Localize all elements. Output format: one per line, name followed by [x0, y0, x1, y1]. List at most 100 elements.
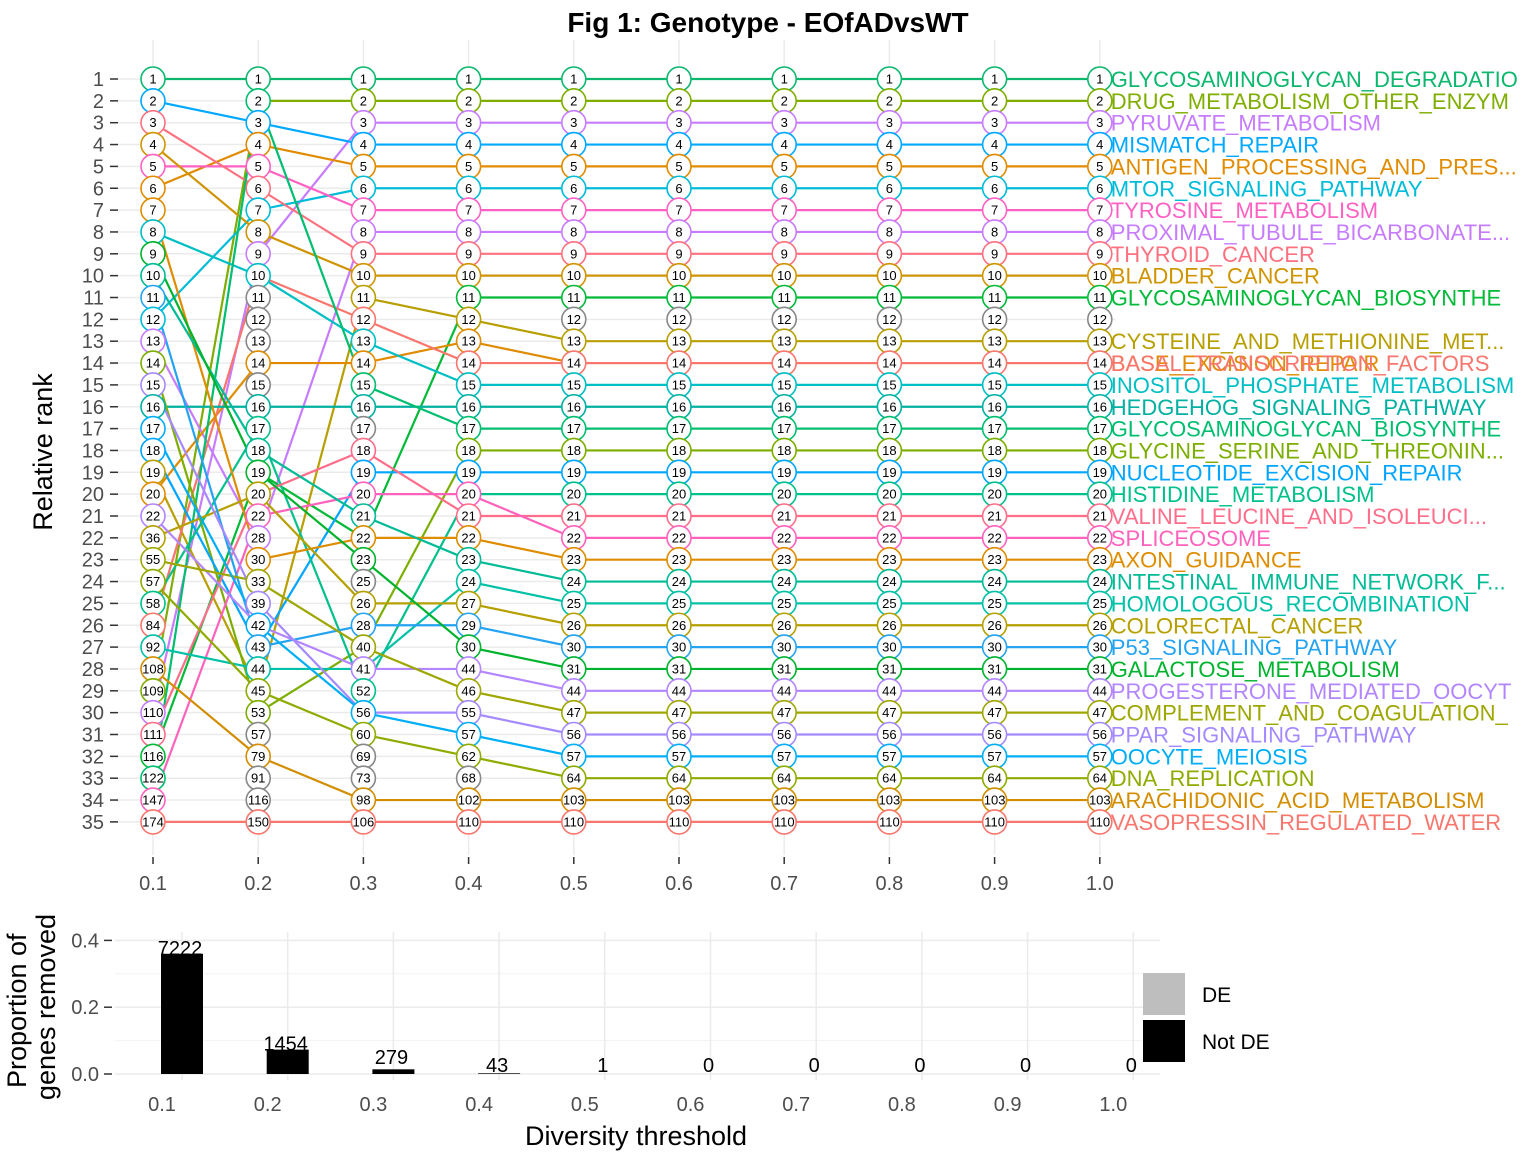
rank-node-label: 16: [146, 399, 160, 414]
pathway-label: HISTIDINE_METABOLISM: [1111, 482, 1375, 507]
rank-node-label: 57: [1093, 749, 1107, 764]
rank-node-label: 10: [251, 268, 265, 283]
rank-node-label: 18: [461, 443, 475, 458]
rank-node-label: 14: [1093, 356, 1107, 371]
rank-node-label: 24: [461, 574, 475, 589]
rank-node-label: 26: [987, 618, 1001, 633]
rank-node-label: 7: [149, 203, 156, 218]
bar-x-tick-label: 0.7: [782, 1094, 810, 1116]
rank-node-label: 44: [777, 683, 791, 698]
rank-node-label: 24: [672, 574, 686, 589]
rank-node-label: 16: [777, 399, 791, 414]
pathway-label: GALACTOSE_METABOLISM: [1111, 657, 1400, 682]
bar-y-tick-label: 0.2: [71, 997, 99, 1019]
rank-node-label: 55: [146, 552, 160, 567]
pathway-label: INTESTINAL_IMMUNE_NETWORK_F...: [1111, 570, 1506, 595]
pathway-line: [152, 384, 1100, 736]
rank-node-label: 15: [1093, 377, 1107, 392]
rank-node-label: 6: [886, 181, 893, 196]
rank-node-label: 110: [563, 814, 584, 829]
rank-node-label: 18: [251, 443, 265, 458]
rank-node-label: 4: [149, 137, 156, 152]
pathway-line: [151, 274, 1100, 626]
rank-node-label: 6: [570, 181, 577, 196]
rank-node-label: 11: [567, 290, 581, 305]
rank-node-label: 18: [567, 443, 581, 458]
rank-y-tick-label: 32: [82, 746, 104, 768]
rank-node-label: 10: [1093, 268, 1107, 283]
rank-y-tick-label: 22: [82, 528, 104, 550]
bar-y-axis-title-line1: Proportion of: [2, 933, 32, 1088]
rank-node-label: 5: [149, 159, 156, 174]
rank-node-label: 13: [1093, 334, 1107, 349]
pathway-line: [152, 558, 1100, 714]
bar-x-tick-label: 1.0: [1099, 1094, 1127, 1116]
rank-node-label: 116: [248, 793, 269, 808]
pathway-line: [152, 492, 1100, 627]
pathway-line: [152, 515, 1100, 692]
rank-node: [1087, 809, 1113, 835]
rank-node-label: 20: [987, 487, 1001, 502]
rank-node-label: 19: [777, 465, 791, 480]
rank-node: [666, 809, 692, 835]
rank-node-label: 79: [251, 749, 265, 764]
rank-node-label: 30: [461, 640, 475, 655]
pathway-label: HEDGEHOG_SIGNALING_PATHWAY: [1111, 395, 1487, 420]
pathway-label: CYSTEINE_AND_METHIONINE_MET...: [1111, 329, 1505, 354]
rank-x-tick-label: 0.4: [455, 873, 483, 895]
rank-node-label: 44: [251, 661, 265, 676]
rank-x-tick-label: 0.8: [875, 873, 903, 895]
rank-node-label: 5: [886, 159, 893, 174]
rank-node-label: 103: [668, 793, 690, 808]
rank-node-label: 5: [991, 159, 998, 174]
rank-node-label: 58: [146, 596, 160, 611]
rank-node-label: 23: [356, 552, 370, 567]
rank-node-label: 14: [987, 356, 1001, 371]
rank-node-label: 57: [146, 574, 160, 589]
bar-x-tick-label: 0.8: [888, 1094, 916, 1116]
rank-node-label: 92: [146, 640, 160, 655]
legend-key: [1143, 1020, 1185, 1062]
rank-node-label: 27: [461, 596, 475, 611]
rank-node-label: 1: [465, 72, 472, 87]
rank-node-label: 22: [987, 530, 1001, 545]
rank-node-label: 18: [672, 443, 686, 458]
rank-node-label: 24: [882, 574, 896, 589]
rank-node-label: 6: [149, 181, 156, 196]
rank-node-label: 1: [149, 72, 156, 87]
rank-node-label: 15: [251, 377, 265, 392]
rank-node-label: 68: [461, 771, 475, 786]
rank-node-label: 15: [882, 377, 896, 392]
legend-label: Not DE: [1202, 1031, 1270, 1054]
rank-x-tick-label: 1.0: [1086, 873, 1114, 895]
rank-node-label: 5: [675, 159, 682, 174]
rank-node-label: 12: [461, 312, 475, 327]
rank-node-label: 8: [570, 224, 577, 239]
rank-node-label: 14: [146, 356, 160, 371]
rank-node-label: 11: [672, 290, 686, 305]
rank-node-label: 14: [882, 356, 896, 371]
rank-node-label: 9: [570, 246, 577, 261]
rank-node-label: 11: [988, 290, 1002, 305]
bar-not-de: [478, 1073, 521, 1074]
rank-node-label: 30: [251, 552, 265, 567]
rank-node-label: 20: [672, 487, 686, 502]
rank-node-label: 19: [146, 465, 160, 480]
pathway-label: BASE_EXCISION_REPAIR: [1111, 351, 1380, 376]
rank-node-label: 5: [1096, 159, 1103, 174]
rank-node-label: 6: [255, 181, 262, 196]
rank-node-label: 10: [987, 268, 1001, 283]
rank-node-label: 13: [251, 334, 265, 349]
rank-node-label: 9: [360, 246, 367, 261]
rank-y-tick-label: 19: [82, 462, 104, 484]
rank-node-label: 19: [461, 465, 475, 480]
rank-y-tick-label: 4: [93, 135, 104, 157]
rank-node-label: 64: [1093, 771, 1107, 786]
pathway-line: [152, 143, 1100, 190]
rank-y-tick-label: 11: [83, 288, 104, 310]
pathway-label: OOCYTE_MEIOSIS: [1111, 744, 1308, 769]
rank-node-label: 14: [356, 356, 370, 371]
bar-x-tick-label: 0.3: [359, 1094, 387, 1116]
bar-not-de: [266, 1049, 309, 1074]
